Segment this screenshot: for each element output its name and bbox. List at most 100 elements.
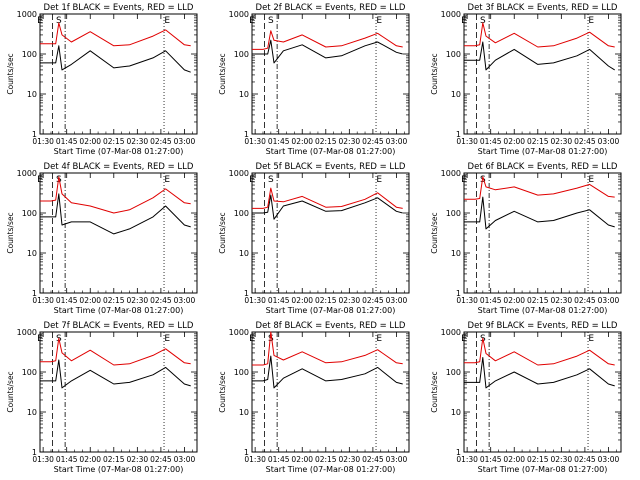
event-marker-label: E	[249, 175, 255, 185]
x-tick-label: 02:45	[362, 137, 384, 146]
events-series-line	[40, 359, 191, 389]
x-tick-label: 02:15	[315, 296, 337, 305]
y-tick-label: 1000	[229, 169, 249, 178]
y-tick-label: 100	[22, 209, 37, 218]
panel-title: Det 9f BLACK = Events, RED = LLD	[468, 321, 618, 331]
y-tick-label: 1000	[17, 169, 37, 178]
event-marker-label: E	[461, 334, 467, 344]
x-axis-label: Start Time (07-Mar-08 01:27:00)	[54, 306, 184, 315]
y-tick-label: 1	[244, 130, 249, 139]
event-marker-label: E	[37, 334, 43, 344]
x-tick-label: 02:15	[315, 137, 337, 146]
y-tick-label: 100	[22, 50, 37, 59]
plot-frame	[463, 172, 622, 294]
y-axis-label: Counts/sec	[218, 212, 227, 253]
event-marker-label: E	[249, 16, 255, 26]
y-axis-label: Counts/sec	[430, 212, 439, 253]
x-tick-label: 02:45	[574, 455, 596, 464]
detector-panel: Det 5f BLACK = Events, RED = LLD 1 10 100 10…	[218, 162, 410, 315]
x-tick-label: 01:30	[244, 296, 266, 305]
lld-series-line	[464, 22, 615, 48]
x-tick-label: 02:30	[339, 296, 361, 305]
y-tick-label: 10	[451, 408, 461, 417]
x-tick-label: 02:00	[503, 137, 525, 146]
y-axis-label: Counts/sec	[218, 53, 227, 94]
event-marker-label: E	[461, 16, 467, 26]
x-tick-label: 01:30	[456, 137, 478, 146]
x-axis-label: Start Time (07-Mar-08 01:27:00)	[54, 147, 184, 156]
detector-panel: Det 9f BLACK = Events, RED = LLD 1 10 100 10…	[430, 321, 622, 474]
x-tick-label: 03:00	[598, 455, 620, 464]
x-tick-label: 02:15	[103, 296, 125, 305]
panel-title: Det 6f BLACK = Events, RED = LLD	[468, 162, 618, 172]
y-tick-label: 100	[234, 368, 249, 377]
y-axis-label: Counts/sec	[430, 53, 439, 94]
event-marker-label: E	[588, 16, 594, 26]
x-tick-label: 01:45	[480, 455, 502, 464]
x-axis-label: Start Time (07-Mar-08 01:27:00)	[266, 465, 396, 474]
y-tick-label: 10	[27, 249, 37, 258]
event-marker-label: E	[249, 334, 255, 344]
x-axis-label: Start Time (07-Mar-08 01:27:00)	[266, 147, 396, 156]
y-tick-label: 1000	[229, 328, 249, 337]
y-axis-label: Counts/sec	[6, 371, 15, 412]
event-marker-label: E	[461, 175, 467, 185]
x-tick-label: 02:30	[127, 455, 149, 464]
detector-panel: Det 1f BLACK = Events, RED = LLD 1 10 100 10…	[6, 3, 198, 156]
x-axis-label: Start Time (07-Mar-08 01:27:00)	[478, 306, 608, 315]
x-tick-label: 02:00	[291, 137, 313, 146]
event-marker-label: E	[37, 175, 43, 185]
x-tick-label: 01:45	[268, 296, 290, 305]
x-tick-label: 03:00	[174, 137, 196, 146]
y-tick-label: 100	[446, 209, 461, 218]
x-tick-label: 02:15	[527, 455, 549, 464]
x-axis-label: Start Time (07-Mar-08 01:27:00)	[478, 147, 608, 156]
y-tick-label: 1	[244, 448, 249, 457]
event-marker-label: S	[56, 16, 62, 26]
x-tick-label: 02:30	[551, 455, 573, 464]
y-tick-label: 100	[446, 368, 461, 377]
x-tick-label: 01:30	[32, 296, 54, 305]
event-marker-label: S	[268, 334, 274, 344]
x-tick-label: 02:45	[150, 137, 172, 146]
x-tick-label: 01:45	[480, 137, 502, 146]
plot-frame	[39, 13, 198, 135]
plot-frame	[251, 13, 410, 135]
y-tick-label: 1	[456, 448, 461, 457]
x-tick-label: 02:45	[150, 455, 172, 464]
panel-title: Det 1f BLACK = Events, RED = LLD	[44, 3, 194, 13]
lld-series-line	[40, 337, 191, 366]
panel-title: Det 7f BLACK = Events, RED = LLD	[44, 321, 194, 331]
event-marker-label: E	[376, 175, 382, 185]
detector-panel: Det 6f BLACK = Events, RED = LLD 1 10 100 10…	[430, 162, 622, 315]
y-axis-label: Counts/sec	[6, 53, 15, 94]
events-series-line	[464, 196, 615, 230]
detector-panel: Det 8f BLACK = Events, RED = LLD 1 10 100 10…	[218, 321, 410, 474]
x-tick-label: 02:45	[150, 296, 172, 305]
events-series-line	[252, 355, 403, 389]
x-tick-label: 02:45	[574, 137, 596, 146]
x-tick-label: 02:15	[103, 137, 125, 146]
y-tick-label: 1	[244, 289, 249, 298]
lld-series-line	[464, 176, 615, 200]
x-tick-label: 02:15	[315, 455, 337, 464]
x-tick-label: 02:30	[127, 137, 149, 146]
detector-panel: Det 2f BLACK = Events, RED = LLD 1 10 100 10…	[218, 3, 410, 156]
x-tick-label: 03:00	[386, 455, 408, 464]
y-tick-label: 1000	[229, 10, 249, 19]
x-tick-label: 01:30	[32, 455, 54, 464]
lld-series-line	[40, 22, 191, 47]
y-tick-label: 1000	[441, 10, 461, 19]
x-axis-label: Start Time (07-Mar-08 01:27:00)	[266, 306, 396, 315]
panel-title: Det 2f BLACK = Events, RED = LLD	[256, 3, 406, 13]
detector-panel: Det 7f BLACK = Events, RED = LLD 1 10 100 10…	[6, 321, 198, 474]
y-tick-label: 1	[456, 289, 461, 298]
x-tick-label: 02:45	[362, 296, 384, 305]
y-tick-label: 10	[27, 90, 37, 99]
panel-title: Det 3f BLACK = Events, RED = LLD	[468, 3, 618, 13]
lld-series-line	[252, 30, 403, 50]
y-tick-label: 10	[27, 408, 37, 417]
y-tick-label: 100	[22, 368, 37, 377]
x-tick-label: 01:45	[268, 137, 290, 146]
y-tick-label: 1000	[17, 328, 37, 337]
